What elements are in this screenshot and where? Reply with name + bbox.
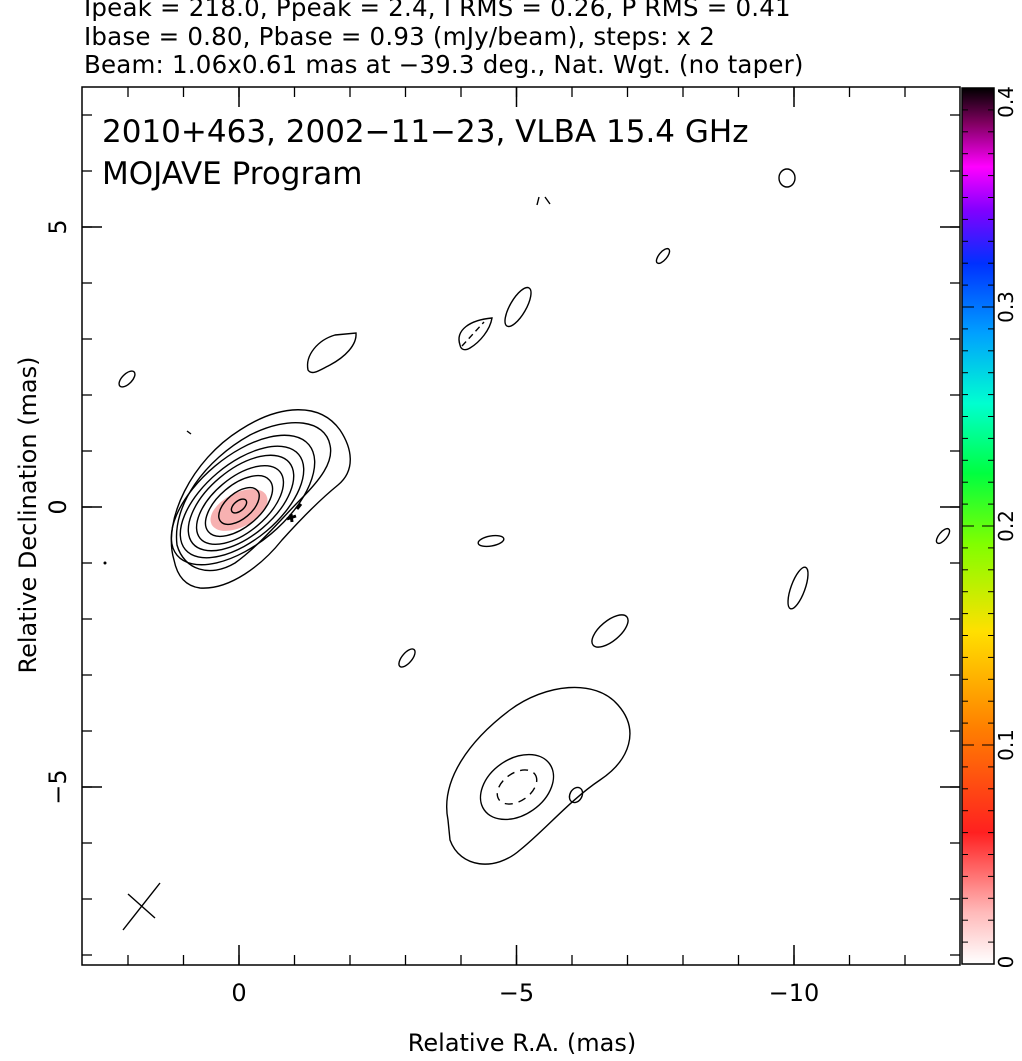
header-line-3: Beam: 1.06x0.61 mas at −39.3 deg., Nat. …: [84, 50, 804, 79]
header-line-2: Ibase = 0.80, Pbase = 0.93 (mJy/beam), s…: [84, 22, 715, 51]
plot-frame: [81, 86, 961, 966]
y-axis-label: Relative Declination (mas): [14, 356, 42, 674]
colorbar-tick-label: 0: [994, 956, 1018, 969]
noise-contours: [118, 168, 951, 668]
noise-dot: [103, 561, 107, 565]
x-axis-label: Relative R.A. (mas): [407, 1029, 637, 1057]
y-tick-label: 5: [44, 219, 72, 234]
x-axis-ticks: 0 −5 −10: [231, 87, 819, 1007]
y-tick-label: 0: [44, 499, 72, 514]
colorbar-tick-label: 0.2: [994, 510, 1018, 542]
chart-subtitle: MOJAVE Program: [102, 156, 362, 192]
colorbar-tick-label: 0.3: [994, 291, 1018, 323]
x-tick-label: −10: [769, 979, 820, 1007]
polarization-patch: [210, 489, 268, 531]
y-axis-ticks: 5 0 −5: [44, 219, 960, 805]
header-line-1: Ipeak = 218.0, Ppeak = 2.4, I RMS = 0.26…: [84, 0, 791, 22]
x-tick-label: −5: [499, 979, 534, 1007]
chart-title: 2010+463, 2002−11−23, VLBA 15.4 GHz: [102, 114, 748, 150]
colorbar-ticks: 0 0.1 0.2 0.3 0.4: [962, 86, 1018, 968]
y-tick-label: −5: [44, 769, 72, 804]
core-contours: [170, 409, 351, 589]
beam-symbol: [122, 882, 161, 931]
colorbar-tick-label: 0.4: [994, 86, 1018, 118]
colorbar-tick-label: 0.1: [994, 729, 1018, 761]
polarization-vectors: [286, 503, 303, 523]
x-tick-label: 0: [231, 979, 246, 1007]
jet-component-contours: [446, 686, 631, 865]
